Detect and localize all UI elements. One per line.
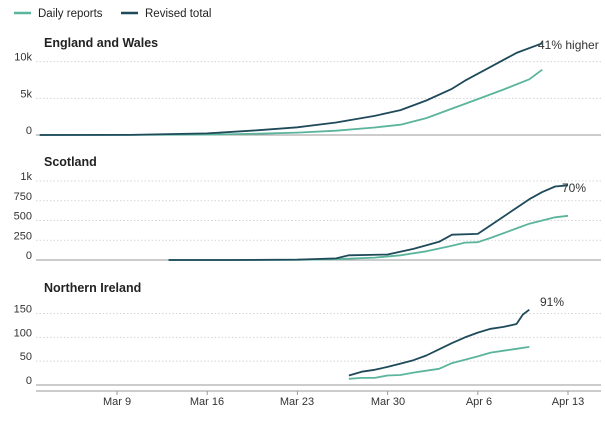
series-line-revised-total <box>39 42 543 136</box>
x-tick-label: Mar 16 <box>190 396 224 408</box>
y-tick-label: 100 <box>14 327 32 339</box>
annotation-england-wales: 41% higher <box>538 38 599 52</box>
panel-northern-ireland: 0 50 100 150 <box>14 304 601 387</box>
panel-title-northern-ireland: Northern Ireland <box>44 281 141 295</box>
y-tick-label: 150 <box>14 304 32 316</box>
y-tick-label: 250 <box>14 230 32 242</box>
series-line-daily-reports <box>168 214 569 261</box>
y-tick-label: 1k <box>20 171 32 183</box>
x-tick-label: Apr 6 <box>466 396 492 408</box>
y-tick-label: 0 <box>26 250 32 262</box>
legend: Daily reports Revised total <box>14 8 211 20</box>
y-tick-label: 750 <box>14 191 32 203</box>
annotation-northern-ireland: 91% <box>540 295 564 309</box>
x-tick-label: Mar 9 <box>103 396 131 408</box>
series-line-revised-total <box>168 184 569 261</box>
series-line-daily-reports <box>348 346 530 380</box>
series-line-revised-total <box>348 308 530 377</box>
annotation-scotland: 70% <box>562 181 586 195</box>
legend-label-revised-total: Revised total <box>145 8 211 20</box>
y-tick-label: 0 <box>26 125 32 137</box>
x-tick-label: Mar 23 <box>280 396 314 408</box>
x-axis: Mar 9 Mar 16 Mar 23 Mar 30 Apr 6 Apr 13 <box>103 396 584 408</box>
y-tick-label: 5k <box>20 88 32 100</box>
series-line-daily-reports <box>39 68 543 136</box>
panel-title-scotland: Scotland <box>44 155 97 169</box>
plot-area: 0 5k 10k 0 250 500 750 1k 0 50 100 150 <box>14 42 601 395</box>
panel-title-england-wales: England and Wales <box>44 36 158 50</box>
x-tick-label: Mar 30 <box>371 396 405 408</box>
y-tick-label: 500 <box>14 211 32 223</box>
legend-label-daily-reports: Daily reports <box>38 8 103 20</box>
panel-england-wales: 0 5k 10k <box>14 42 601 137</box>
y-tick-label: 50 <box>20 351 32 363</box>
panel-scotland: 0 250 500 750 1k <box>14 171 601 262</box>
y-tick-label: 10k <box>14 52 32 64</box>
y-tick-label: 0 <box>26 375 32 387</box>
x-tick-label: Apr 13 <box>552 396 584 408</box>
